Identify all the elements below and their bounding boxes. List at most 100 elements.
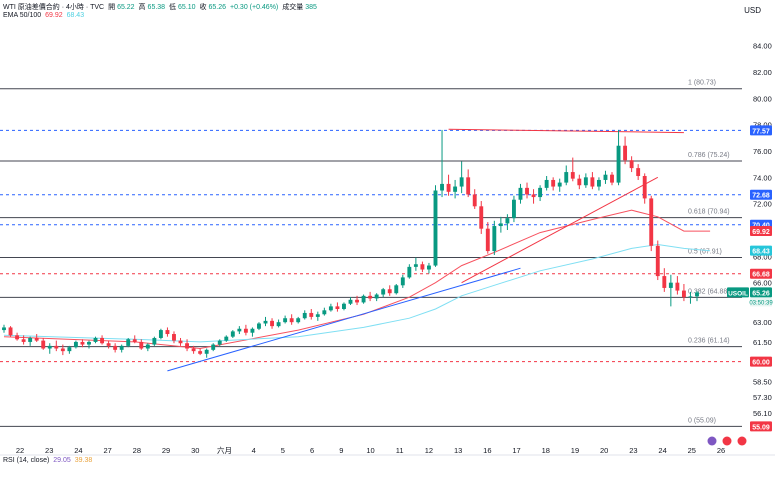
price-tick[interactable]: 56.10 [753,409,772,418]
fib-label: 0.5 (67.91) [688,249,722,256]
candle-body [420,264,425,270]
price-tick[interactable]: 63.00 [753,318,772,327]
countdown-bg [750,297,772,307]
price-tick[interactable]: 66.00 [753,279,772,288]
trendlines [167,128,684,372]
time-tick[interactable]: 22 [16,446,24,455]
high-value: 65.38 [147,4,166,11]
fib-label: 0.236 (61.14) [688,338,730,345]
candle-body [87,341,91,345]
event-icon[interactable] [707,436,717,446]
time-tick[interactable]: 4 [252,446,256,455]
candle-body [21,339,26,342]
trendline-top [448,128,684,134]
time-tick[interactable]: 10 [366,446,374,455]
price-label-65-26: 65.26 [750,287,772,298]
candle-body [335,306,340,310]
time-tick[interactable]: 24 [74,446,82,455]
fib-label: 0.618 (70.94) [688,209,730,216]
price-tick[interactable]: 57.30 [753,393,772,402]
price-tick[interactable]: 68.00 [753,252,772,261]
time-tick[interactable]: 9 [339,446,343,455]
time-tick[interactable]: 18 [542,446,550,455]
change-value: +0.30 (+0.46%) [230,4,279,11]
fib-label: 0.786 (75.24) [688,152,730,159]
time-tick[interactable]: 25 [688,446,696,455]
candle-body [610,174,614,183]
price-tick[interactable]: 74.00 [753,173,772,182]
time-axis[interactable]: 22 23 24 27 28 29 30 六月 4 5 6 9 10 11 12 13 16 17 18 19 20 23… [16,445,725,455]
candle-body [47,345,52,349]
time-tick[interactable]: 23 [629,446,637,455]
time-tick[interactable]: 23 [45,446,53,455]
ema50-line [3,209,711,350]
candle-body [126,339,131,346]
price-tick[interactable]: 61.50 [753,338,772,347]
time-tick[interactable]: 26 [717,446,725,455]
event-icon[interactable] [737,436,747,446]
candle-body [185,343,189,349]
currency-label: USD [744,6,761,15]
candle-body [636,168,641,177]
candle-body [433,190,438,266]
candle-body [603,174,608,180]
rsi-label: RSI (14, close) [3,457,50,464]
time-tick[interactable]: 30 [191,446,199,455]
time-tick[interactable]: 17 [512,446,520,455]
time-tick[interactable]: 16 [483,446,491,455]
time-tick[interactable]: 29 [162,446,170,455]
time-tick[interactable]: 27 [103,446,111,455]
price-label-bg [750,287,772,298]
candle-body [296,318,301,323]
candle-body [505,218,510,224]
candle-body [583,177,588,186]
fib-label: 0 (55.09) [688,417,716,424]
candle-body [322,310,327,315]
price-tick[interactable]: 78.00 [753,121,772,130]
price-tick[interactable]: 84.00 [753,42,772,51]
event-icon[interactable] [722,436,732,446]
candle-body [655,245,660,277]
time-tick[interactable]: 5 [281,446,285,455]
candle-body [41,340,46,349]
candle-body [492,226,497,252]
price-axis[interactable]: 84.00 82.00 80.00 78.00 76.00 74.00 72.00 68.00… [753,42,772,418]
candle-body [590,177,595,187]
countdown-text: 03:50:39 [749,300,773,306]
candle-body [158,330,163,338]
time-tick[interactable]: 六月 [217,445,232,455]
time-tick[interactable]: 28 [133,446,141,455]
candle-body [525,187,529,195]
candle-body [355,299,359,303]
candle-body [472,194,477,207]
close-label: 收 [199,4,207,11]
candle-body [596,179,601,187]
candle-body [276,322,281,327]
candle-body [459,177,464,187]
candle-body [211,344,216,350]
candle-body [54,345,59,349]
time-tick[interactable]: 11 [396,446,404,455]
price-tick[interactable]: 80.00 [753,94,772,103]
price-label-text: 72.68 [752,193,770,200]
price-tick[interactable]: 76.00 [753,147,772,156]
time-tick[interactable]: 24 [658,446,666,455]
time-tick[interactable]: 19 [571,446,579,455]
candle-body [230,331,235,337]
fib-label: 1 (80.73) [688,80,716,87]
price-tick[interactable]: 82.00 [753,68,772,77]
time-tick[interactable]: 13 [454,446,462,455]
time-tick[interactable]: 6 [310,446,314,455]
price-tick[interactable]: 58.50 [753,377,772,386]
candle-body [152,337,157,345]
candle-body [485,228,490,252]
price-label-text: 77.57 [752,128,770,135]
price-tick[interactable]: 72.00 [753,200,772,209]
candle-body [119,345,124,350]
time-tick[interactable]: 20 [600,446,608,455]
candle-body [34,337,39,341]
high-label: 高 [138,4,146,11]
time-tick[interactable]: 12 [425,446,433,455]
candle-body [198,351,203,354]
